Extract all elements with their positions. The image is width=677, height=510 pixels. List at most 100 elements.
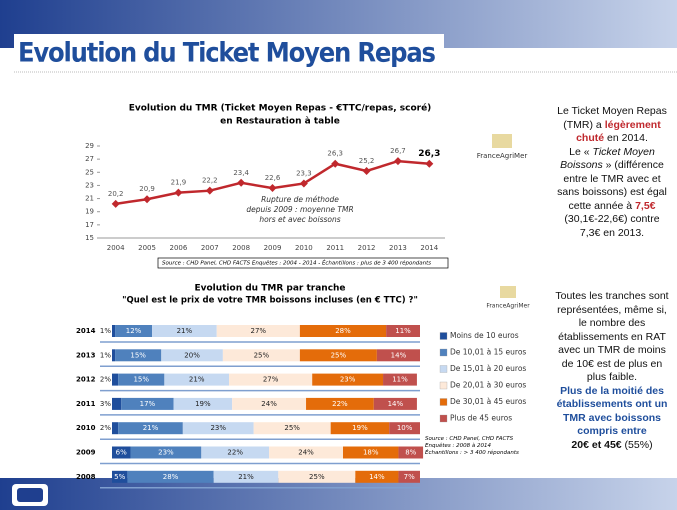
data-label: 21% <box>238 473 254 481</box>
bar-segment <box>130 446 202 459</box>
source-box <box>157 257 449 269</box>
text: Le « <box>569 145 593 158</box>
y-tick-label: 29 <box>85 142 94 150</box>
legend-label: De 10,01 à 15 euros <box>450 348 526 357</box>
annotation: Rupture de méthode depuis 2009 : moyenne … <box>246 195 353 224</box>
footer-band <box>0 478 677 510</box>
data-label: 23,3 <box>296 169 312 177</box>
bar-segment <box>112 422 119 435</box>
bar-segment <box>376 349 420 362</box>
data-label: 26,3 <box>418 149 440 159</box>
point <box>237 178 246 187</box>
bar-segment <box>222 349 300 362</box>
legend-swatch <box>439 348 448 357</box>
data-label: 21% <box>143 424 159 432</box>
bar-segment <box>343 446 399 459</box>
legend-label: De 20,01 à 30 euros <box>450 381 526 390</box>
data-label: 27% <box>251 327 267 335</box>
slide-title: Evolution du Ticket Moyen Repas <box>18 38 436 69</box>
text: (30,1€-22,6€) contre 7,3€ en 2013. <box>564 213 660 239</box>
data-label: 19% <box>195 400 211 408</box>
text: Plus de la moitié des établissements ont… <box>556 384 668 438</box>
data-label: 11% <box>395 327 411 335</box>
data-label: 21% <box>177 327 193 335</box>
bar-segment <box>269 446 343 459</box>
data-label: 22% <box>227 449 243 457</box>
bar-segment <box>152 325 217 337</box>
point <box>174 188 183 197</box>
data-label: 15% <box>133 376 149 384</box>
y-tick-label: 17 <box>85 221 94 229</box>
bar-segment <box>278 470 356 483</box>
bar-segment <box>112 349 116 362</box>
logo-icon <box>500 286 516 298</box>
text: Ticket Moyen Boissons <box>560 145 655 172</box>
point <box>393 157 402 166</box>
bar-segment <box>299 325 387 337</box>
x-tick-label: 2009 <box>264 244 282 252</box>
text: (55%) <box>621 438 653 451</box>
bar-segment <box>115 325 153 337</box>
bar-segment <box>383 373 417 386</box>
text: Toutes les tranches sont représentées, m… <box>555 290 669 383</box>
point <box>205 186 214 195</box>
source: Source : CHD Panel, CHD FACTS Enquêtes :… <box>425 436 519 456</box>
x-tick-label: 2014 <box>420 244 438 252</box>
data-label: 1% <box>100 351 111 359</box>
point <box>111 199 120 208</box>
data-label: 10% <box>397 424 413 432</box>
y-tick-label: 2014 <box>76 327 96 335</box>
legend-label: De 15,01 à 20 euros <box>450 364 526 373</box>
chart-subtitle: "Quel est le prix de votre TMR boissons … <box>122 296 418 306</box>
point <box>425 159 434 168</box>
text: 20€ et 45€ <box>571 438 622 451</box>
source: Source : CHD Panel, CHD FACTS Enquêtes :… <box>162 259 431 267</box>
y-tick-label: 2011 <box>76 400 96 408</box>
legend-label: Plus de 45 euros <box>450 414 512 423</box>
bar-segment <box>112 446 131 459</box>
data-label: 25% <box>284 424 300 432</box>
data-label: 24% <box>261 400 277 408</box>
data-label: 21% <box>189 376 205 384</box>
data-label: 20,2 <box>108 190 124 198</box>
data-label: 21,9 <box>171 179 187 187</box>
text: en 2014. <box>604 132 648 144</box>
data-label: 23% <box>340 376 356 384</box>
legend-swatch <box>439 381 448 390</box>
bar-segment <box>306 397 374 410</box>
data-label: 5% <box>114 473 125 481</box>
data-label: 28% <box>163 473 179 481</box>
data-label: 23,4 <box>233 169 249 177</box>
x-tick-label: 2013 <box>389 244 407 252</box>
bar-segment <box>398 470 420 483</box>
data-label: 19% <box>352 424 368 432</box>
bar-segment <box>173 397 233 410</box>
x-tick-label: 2010 <box>295 244 313 252</box>
y-tick-label: 15 <box>85 234 94 242</box>
text: Le Ticket Moyen Repas (TMR) a <box>557 105 667 131</box>
logo-icon <box>492 134 512 148</box>
data-label: 25% <box>309 473 325 481</box>
bar-segment <box>201 446 270 459</box>
data-label: 20% <box>184 351 200 359</box>
point <box>299 179 308 188</box>
bar-segment <box>164 373 230 386</box>
bar-segment <box>312 373 384 386</box>
y-tick-label: 2009 <box>76 449 96 457</box>
bar-segment <box>355 470 399 483</box>
bar-segment <box>216 325 300 337</box>
text: légèrement chuté <box>576 118 661 145</box>
data-label: 1% <box>100 327 111 335</box>
legend-swatch <box>439 414 448 423</box>
y-tick-label: 2008 <box>76 473 96 481</box>
bar-segment <box>386 325 420 337</box>
data-label: 8% <box>405 449 416 457</box>
data-label: 24% <box>298 449 314 457</box>
bar-segment <box>127 470 214 483</box>
bar-segment <box>112 397 122 410</box>
text: » (différence entre le TMR avec et sans … <box>557 159 667 212</box>
data-label: 23% <box>158 449 174 457</box>
legend-swatch <box>439 332 448 340</box>
